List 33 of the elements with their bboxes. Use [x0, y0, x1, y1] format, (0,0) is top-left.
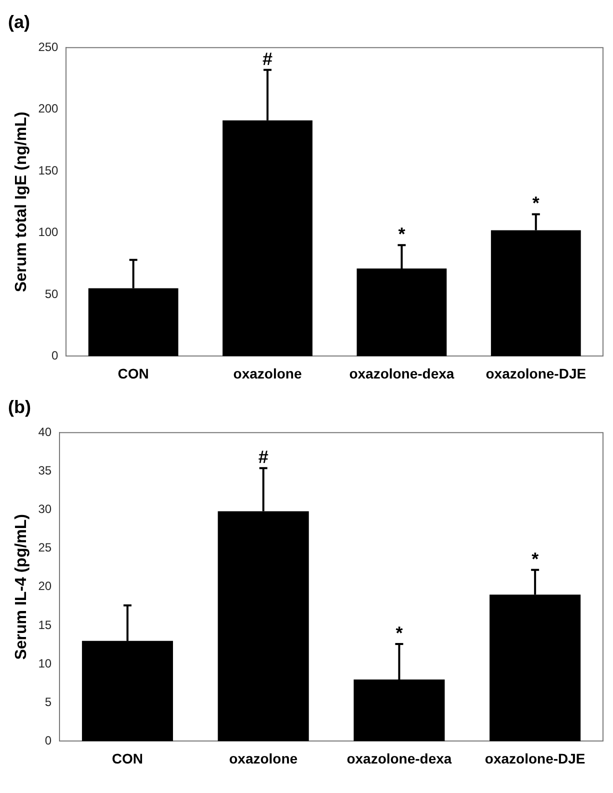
annotation: * [532, 193, 540, 214]
y-tick-label: 10 [38, 656, 52, 670]
chart-title: (a) [8, 12, 30, 32]
chart-title: (b) [8, 396, 31, 417]
x-tick-label: oxazolone-dexa [346, 750, 452, 766]
y-tick-label: 20 [38, 579, 52, 594]
y-axis-title: Serum total IgE (ng/mL) [13, 112, 30, 292]
y-axis-title: Serum IL-4 (pg/mL) [13, 514, 30, 660]
y-tick-label: 25 [38, 540, 52, 555]
y-tick-label: 100 [38, 225, 59, 240]
x-tick-label: oxazolone-dexa [349, 365, 454, 382]
y-tick-label: 5 [44, 694, 52, 709]
y-tick-label: 35 [38, 463, 52, 478]
annotation: * [396, 622, 403, 643]
x-tick-label: oxazolone [233, 365, 302, 382]
annotation: # [258, 447, 268, 468]
x-tick-label: CON [118, 365, 149, 382]
annotation: * [398, 224, 406, 244]
y-tick-label: 150 [38, 163, 59, 178]
x-tick-label: oxazolone [229, 750, 298, 766]
y-tick-label: 40 [38, 424, 52, 439]
y-tick-label: 250 [38, 40, 59, 54]
x-tick-label: CON [112, 750, 144, 766]
y-tick-label: 15 [38, 618, 52, 632]
y-tick-label: 200 [38, 102, 59, 116]
y-tick-label: 30 [38, 502, 52, 516]
annotation: # [262, 48, 273, 69]
y-tick-label: 0 [52, 348, 59, 363]
y-tick-label: 0 [44, 734, 52, 748]
y-tick-label: 50 [44, 286, 59, 301]
x-tick-label: oxazolone-DJE [486, 365, 586, 382]
annotation: * [532, 548, 539, 569]
x-tick-label: oxazolone-DJE [484, 750, 586, 766]
